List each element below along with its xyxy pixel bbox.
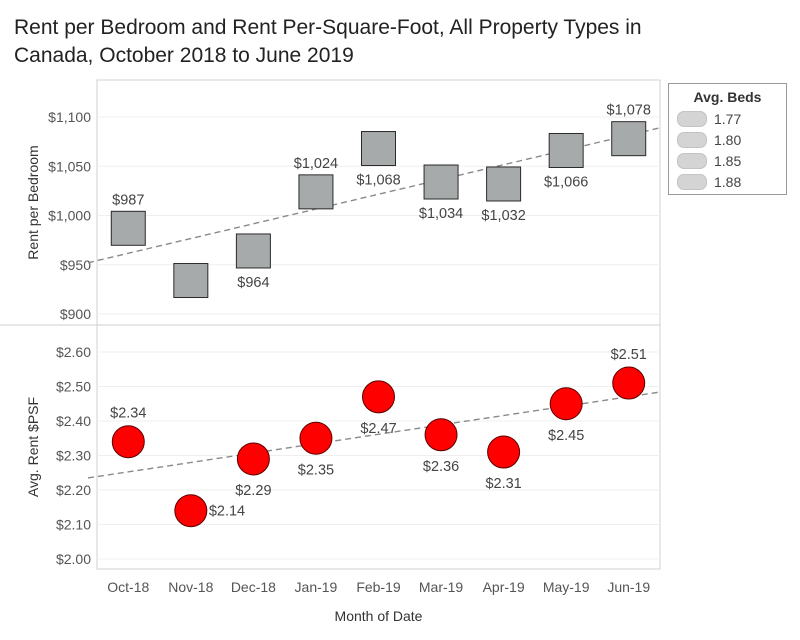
data-label: $2.34 bbox=[110, 406, 146, 422]
chart-title: Rent per Bedroom and Rent Per-Square-Foo… bbox=[14, 16, 642, 67]
data-label: $2.45 bbox=[548, 428, 584, 444]
data-label: $1,078 bbox=[607, 103, 651, 119]
legend-item-1-88[interactable]: 1.88 bbox=[669, 171, 786, 192]
legend-label: 1.77 bbox=[714, 110, 742, 127]
data-label: $2.29 bbox=[235, 483, 271, 499]
x-tick-label: Oct-18 bbox=[107, 579, 149, 595]
x-axis-title: Month of Date bbox=[335, 608, 423, 624]
y-axis-title: Rent per Bedroom bbox=[25, 145, 41, 259]
x-tick-label: Feb-19 bbox=[356, 579, 401, 595]
x-tick-label: Apr-19 bbox=[483, 579, 525, 595]
x-tick-label: Nov-18 bbox=[168, 579, 213, 595]
data-point-square[interactable] bbox=[548, 132, 584, 168]
legend-swatch bbox=[677, 131, 707, 148]
data-label: $2.35 bbox=[298, 462, 334, 478]
data-point-circle[interactable] bbox=[612, 366, 646, 400]
data-point-square[interactable] bbox=[423, 164, 459, 200]
data-point-circle[interactable] bbox=[549, 387, 583, 421]
x-tick-label: Jun-19 bbox=[607, 579, 650, 595]
y-tick-label: $2.00 bbox=[56, 551, 91, 567]
y-tick-label: $2.60 bbox=[56, 344, 91, 360]
legend-label: 1.85 bbox=[714, 152, 742, 169]
data-point-square[interactable] bbox=[611, 121, 647, 157]
data-point-square[interactable] bbox=[298, 174, 334, 210]
data-label: $1,068 bbox=[356, 173, 400, 189]
data-point-square[interactable] bbox=[361, 131, 396, 167]
data-point-square[interactable] bbox=[235, 233, 271, 269]
data-point-circle[interactable] bbox=[487, 435, 521, 469]
data-point-square[interactable] bbox=[486, 166, 522, 202]
x-tick-label: Dec-18 bbox=[231, 579, 276, 595]
y-tick-label: $2.30 bbox=[56, 448, 91, 464]
data-point-circle[interactable] bbox=[174, 494, 208, 528]
y-tick-label: $2.20 bbox=[56, 482, 91, 498]
y-tick-label: $2.10 bbox=[56, 517, 91, 533]
y-tick-label: $900 bbox=[60, 306, 91, 322]
data-label: $1,034 bbox=[419, 206, 463, 222]
data-point-circle[interactable] bbox=[299, 421, 333, 455]
data-point-square[interactable] bbox=[173, 263, 209, 299]
y-tick-label: $2.40 bbox=[56, 413, 91, 429]
y-tick-label: $1,050 bbox=[48, 158, 91, 174]
y-tick-label: $1,000 bbox=[48, 208, 91, 224]
legend-label: 1.88 bbox=[714, 173, 742, 190]
data-label: $2.36 bbox=[423, 459, 459, 475]
data-label: $2.31 bbox=[485, 476, 521, 492]
data-point-circle[interactable] bbox=[424, 418, 458, 452]
data-label: $964 bbox=[237, 275, 269, 291]
y-axis-title: Avg. Rent $PSF bbox=[25, 397, 41, 497]
y-tick-label: $2.50 bbox=[56, 379, 91, 395]
data-point-circle[interactable] bbox=[111, 425, 145, 459]
legend-swatch bbox=[677, 152, 707, 169]
data-label: $1,032 bbox=[481, 208, 525, 224]
legend-item-1-80[interactable]: 1.80 bbox=[669, 129, 786, 150]
legend[interactable]: Avg. Beds 1.77 1.80 1.85 1.88 bbox=[668, 83, 787, 195]
x-tick-label: May-19 bbox=[543, 579, 590, 595]
legend-item-1-85[interactable]: 1.85 bbox=[669, 150, 786, 171]
legend-title: Avg. Beds bbox=[693, 89, 762, 105]
data-point-square[interactable] bbox=[110, 210, 146, 246]
data-label: $1,066 bbox=[544, 174, 588, 190]
trend-line bbox=[87, 127, 661, 264]
legend-item-1-77[interactable]: 1.77 bbox=[669, 108, 786, 129]
x-tick-label: Jan-19 bbox=[295, 579, 338, 595]
y-tick-label: $950 bbox=[60, 257, 91, 273]
legend-swatch bbox=[677, 173, 707, 190]
data-label: $2.51 bbox=[611, 347, 647, 363]
x-tick-label: Mar-19 bbox=[419, 579, 464, 595]
data-point-circle[interactable] bbox=[362, 380, 395, 414]
data-label: $987 bbox=[112, 192, 144, 208]
data-label: $2.47 bbox=[360, 421, 396, 437]
legend-swatch bbox=[677, 110, 707, 127]
legend-label: 1.80 bbox=[714, 131, 742, 148]
data-label: $2.14 bbox=[209, 504, 245, 520]
data-label: $1,024 bbox=[294, 156, 338, 172]
data-point-circle[interactable] bbox=[236, 442, 270, 476]
y-tick-label: $1,100 bbox=[48, 109, 91, 125]
